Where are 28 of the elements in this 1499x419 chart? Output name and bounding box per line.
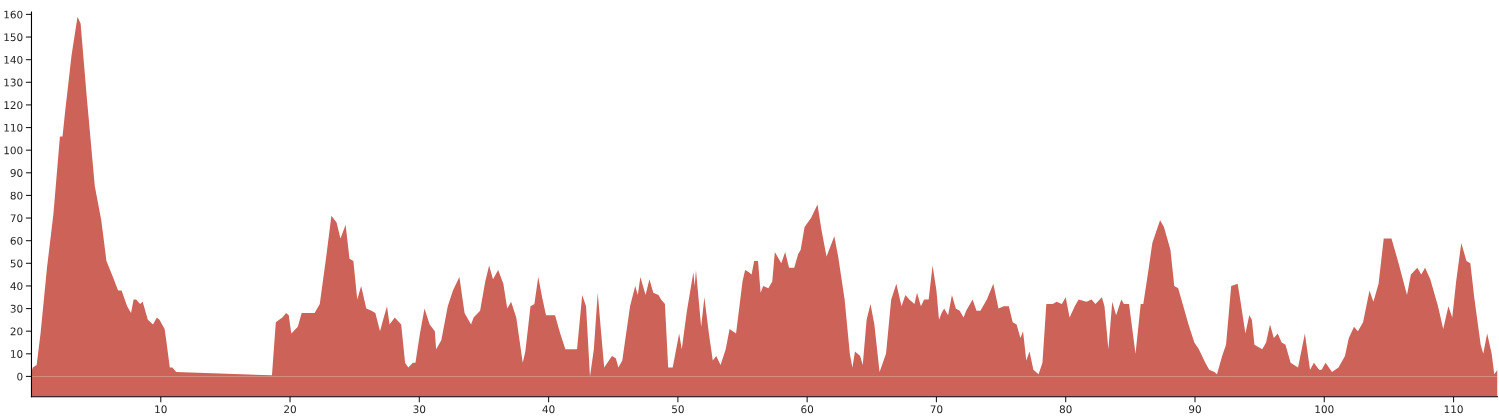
y-tick-label: 160 xyxy=(4,10,23,19)
x-tick-label: 110 xyxy=(1444,405,1463,414)
y-tick-label: 110 xyxy=(4,123,23,132)
y-tick-label: 20 xyxy=(10,327,23,336)
y-tick-label: 0 xyxy=(17,372,23,381)
x-tick-label: 40 xyxy=(542,405,555,414)
y-tick-label: 140 xyxy=(4,55,23,64)
y-tick-label: 40 xyxy=(10,282,23,291)
y-tick-label: 130 xyxy=(4,78,23,87)
x-tick-label: 50 xyxy=(672,405,684,414)
x-tick-label: 60 xyxy=(801,405,814,414)
y-tick-label: 10 xyxy=(11,350,23,358)
x-tick-label: 30 xyxy=(413,405,426,414)
x-tick-label: 80 xyxy=(1059,405,1072,414)
y-tick-label: 30 xyxy=(10,304,23,313)
x-tick-label: 70 xyxy=(930,405,943,414)
x-tick-label: 10 xyxy=(155,405,167,414)
y-tick-label: 50 xyxy=(10,259,23,268)
y-tick-label: 100 xyxy=(4,146,23,155)
y-tick-label: 60 xyxy=(10,236,23,245)
y-tick-label: 70 xyxy=(10,214,23,223)
y-tick-label: 120 xyxy=(4,101,23,110)
y-tick-label: 150 xyxy=(4,33,23,42)
y-tick-label: 80 xyxy=(10,191,23,200)
x-tick-label: 20 xyxy=(284,405,296,414)
x-tick-label: 90 xyxy=(1189,405,1201,414)
x-tick-label: 100 xyxy=(1315,405,1334,414)
y-tick-label: 90 xyxy=(10,169,23,177)
